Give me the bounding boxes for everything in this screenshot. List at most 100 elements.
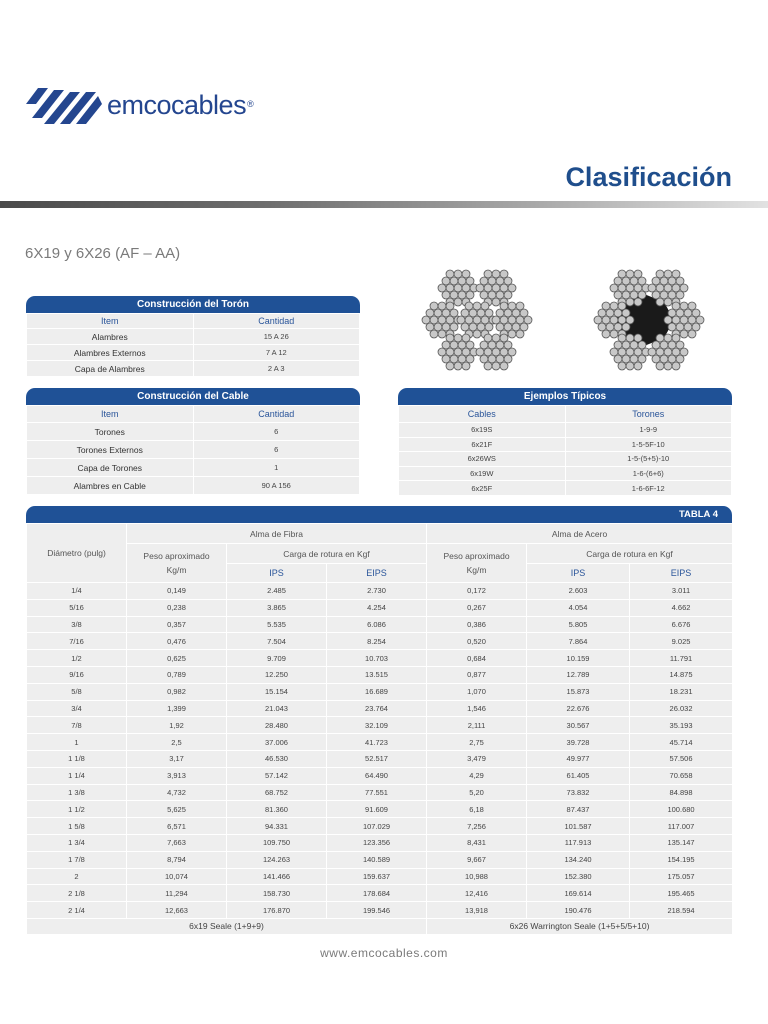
- steel-eips-cell: 6.676: [629, 615, 734, 634]
- qty-cell: 7 A 12: [192, 344, 360, 361]
- fiber-weight-cell: 10,074: [126, 867, 227, 886]
- steel-eips-cell: 9.025: [629, 632, 734, 651]
- toron-cell: 1-6-(6+6): [564, 465, 732, 482]
- cable-cell: 6x26WS: [398, 451, 566, 467]
- item-cell: Capa de Torones: [26, 458, 194, 477]
- fiber-eips-cell: 91.609: [325, 800, 428, 819]
- table-row: 2 1/8 11,294 158.730 178.684 12,416 169.614 19…: [26, 884, 734, 903]
- table-row: 6x19S 1-9-9: [398, 422, 732, 438]
- steel-eips-cell: 195.465: [629, 884, 734, 903]
- fiber-eips-cell: 13.515: [325, 665, 428, 684]
- fiber-ips-cell: 9.709: [226, 649, 327, 667]
- fiber-weight-cell: 0,789: [126, 665, 227, 684]
- steel-core-group-header: Alma de Acero: [426, 523, 734, 544]
- diameter-cell: 3/8: [26, 615, 127, 634]
- examples-table-title: Ejemplos Típicos: [398, 388, 732, 405]
- breaking-load-table: TABLA 4 Diámetro (pulg) Alma de Fibra Al…: [25, 506, 734, 935]
- fiber-ips-cell: 124.263: [226, 850, 327, 869]
- fiber-weight-cell: 0,982: [126, 682, 227, 701]
- fiber-weight-cell: 7,663: [126, 833, 227, 852]
- table-row: 2 1/4 12,663 176.870 199.546 13,918 190.476 21…: [26, 901, 734, 919]
- column-header-cantidad: Cantidad: [192, 313, 360, 329]
- table-row: Alambres en Cable 90 A 156: [26, 476, 360, 495]
- fiber-weight-cell: 3,913: [126, 766, 227, 785]
- steel-ips-cell: 10.159: [526, 649, 631, 667]
- fiber-ips-cell: 94.331: [226, 817, 327, 835]
- cable-construction-table: Construcción del Cable Item Cantidad Tor…: [26, 388, 360, 495]
- fiber-eips-cell: 159.637: [325, 867, 428, 886]
- fiber-ips-cell: 28.480: [226, 716, 327, 735]
- fiber-ips-cell: 37.006: [226, 733, 327, 751]
- toron-cell: 1-6-6F-12: [564, 480, 732, 496]
- fiber-ips-header: IPS: [226, 563, 327, 583]
- toron-cell: 1-5-5F-10: [564, 436, 732, 453]
- steel-weight-cell: 2,75: [426, 733, 528, 751]
- steel-eips-cell: 18.231: [629, 682, 734, 701]
- website-link[interactable]: www.emcocables.com: [320, 946, 448, 960]
- steel-eips-cell: 45.714: [629, 733, 734, 751]
- fiber-eips-cell: 16.689: [325, 682, 428, 701]
- table-row: Alambres 15 A 26: [26, 328, 360, 345]
- steel-eips-cell: 3.011: [629, 582, 734, 600]
- diameter-cell: 2 1/4: [26, 901, 127, 919]
- fiber-eips-cell: 41.723: [325, 733, 428, 751]
- fiber-weight-cell: 5,625: [126, 800, 227, 819]
- steel-weight-cell: 7,256: [426, 817, 528, 835]
- steel-ips-cell: 22.676: [526, 699, 631, 718]
- fiber-ips-cell: 68.752: [226, 783, 327, 802]
- steel-ips-cell: 2.603: [526, 582, 631, 600]
- diameter-cell: 9/16: [26, 665, 127, 684]
- steel-weight-cell: 1,546: [426, 699, 528, 718]
- steel-weight-cell: 0,877: [426, 665, 528, 684]
- table-row: Alambres Externos 7 A 12: [26, 344, 360, 361]
- section-subtitle: 6X19 y 6X26 (AF – AA): [25, 245, 181, 262]
- table-row: 1 3/8 4,732 68.752 77.551 5,20 73.832 84.898: [26, 783, 734, 802]
- item-cell: Alambres: [26, 328, 194, 345]
- table-row: Capa de Alambres 2 A 3: [26, 360, 360, 377]
- toron-cell: 1-9-9: [564, 422, 732, 438]
- steel-eips-cell: 4.662: [629, 598, 734, 617]
- qty-cell: 6: [192, 422, 360, 441]
- fiber-core-group-header: Alma de Fibra: [125, 523, 428, 544]
- diameter-header: Diámetro (pulg): [26, 523, 127, 583]
- fiber-eips-cell: 10.703: [325, 649, 428, 667]
- fiber-weight-cell: 1,92: [126, 716, 227, 735]
- steel-ips-cell: 30.567: [526, 716, 631, 735]
- logo-stripes-icon: [26, 88, 102, 124]
- diameter-cell: 7/16: [26, 632, 127, 651]
- table-row: 1 1/8 3,17 46.530 52.517 3,479 49.977 57.506: [26, 749, 734, 768]
- steel-eips-header: EIPS: [629, 563, 734, 583]
- table-row: 2 10,074 141.466 159.637 10,988 152.380 175.05…: [26, 867, 734, 886]
- table-row: 9/16 0,789 12.250 13.515 0,877 12.789 14.875: [26, 665, 734, 684]
- fiber-eips-cell: 64.490: [325, 766, 428, 785]
- fiber-eips-header: EIPS: [325, 563, 428, 583]
- table-row: 6x21F 1-5-5F-10: [398, 436, 732, 453]
- steel-eips-cell: 117.007: [629, 817, 734, 835]
- steel-ips-cell: 49.977: [526, 749, 631, 768]
- steel-weight-cell: 8,431: [426, 833, 528, 852]
- steel-eips-cell: 14.875: [629, 665, 734, 684]
- fiber-ips-cell: 141.466: [226, 867, 327, 886]
- fiber-weight-header: Peso aproximado Kg/m: [126, 543, 227, 583]
- steel-ips-cell: 101.587: [526, 817, 631, 835]
- table-row: 1 3/4 7,663 109.750 123.356 8,431 117.913 135.…: [26, 833, 734, 852]
- cable-cell: 6x25F: [398, 480, 566, 496]
- steel-eips-cell: 11.791: [629, 649, 734, 667]
- column-header-item: Item: [26, 313, 194, 329]
- steel-weight-cell: 12,416: [426, 884, 528, 903]
- cable-cross-section-figures: [418, 268, 734, 372]
- steel-ips-cell: 117.913: [526, 833, 631, 852]
- fiber-eips-cell: 199.546: [325, 901, 428, 919]
- diameter-cell: 1 7/8: [26, 850, 127, 869]
- steel-ips-cell: 190.476: [526, 901, 631, 919]
- cable-cell: 6x19S: [398, 422, 566, 438]
- fiber-load-header: Carga de rotura en Kgf: [225, 543, 428, 564]
- fiber-weight-cell: 2,5: [126, 733, 227, 751]
- steel-ips-cell: 7.864: [526, 632, 631, 651]
- fiber-weight-cell: 12,663: [126, 901, 227, 919]
- diameter-cell: 3/4: [26, 699, 127, 718]
- steel-ips-cell: 73.832: [526, 783, 631, 802]
- qty-cell: 15 A 26: [192, 328, 360, 345]
- cable-cell: 6x19W: [398, 465, 566, 482]
- fiber-ips-cell: 57.142: [226, 766, 327, 785]
